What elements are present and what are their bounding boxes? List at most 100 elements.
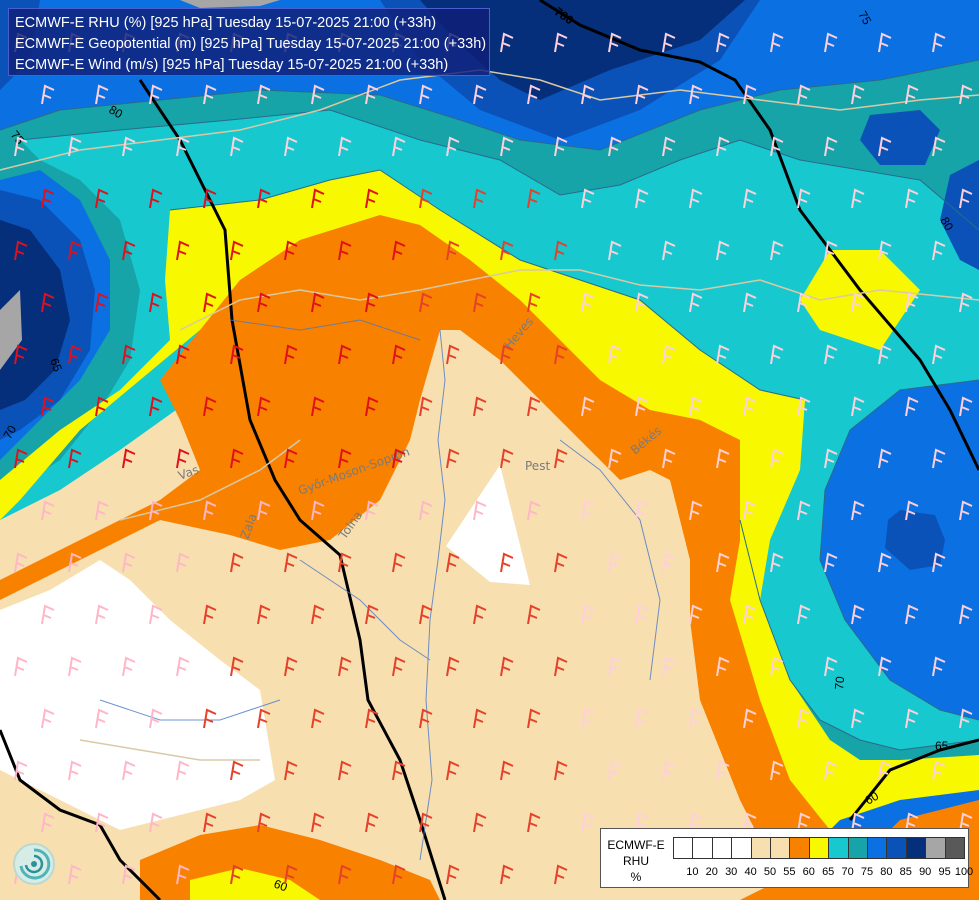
- wind-barb-icon: [419, 812, 433, 833]
- wind-barb-icon: [284, 344, 298, 365]
- legend-tick-label: 80: [880, 866, 893, 878]
- wind-barb-icon: [905, 812, 919, 833]
- wind-barb-icon: [230, 448, 244, 469]
- wind-barb-icon: [41, 84, 55, 105]
- wind-barb-icon: [122, 344, 136, 365]
- wind-barb-icon: [14, 656, 28, 677]
- wind-barb-icon: [797, 812, 811, 833]
- wind-barb-icon: [338, 344, 352, 365]
- wind-barb-icon: [311, 188, 325, 209]
- wind-barb-icon: [824, 656, 838, 677]
- wind-barb-icon: [230, 760, 244, 781]
- wind-barb-icon: [311, 396, 325, 417]
- wind-barb-icon: [338, 864, 352, 885]
- wind-barb-icon: [446, 448, 460, 469]
- wind-barb-icon: [311, 500, 325, 521]
- wind-barb-icon: [365, 396, 379, 417]
- wind-barb-icon: [527, 396, 541, 417]
- wind-barb-icon: [68, 552, 82, 573]
- wind-barb-icon: [959, 84, 973, 105]
- wind-barb-icon: [554, 864, 568, 885]
- legend-tick-label: 95: [938, 866, 951, 878]
- wind-barb-icon: [608, 656, 622, 677]
- legend-tick-label: 65: [822, 866, 835, 878]
- legend-swatch: [770, 837, 791, 859]
- contour-label-70-west: 70: [0, 423, 19, 442]
- wind-barb-icon: [716, 32, 730, 53]
- wind-barb-icon: [365, 500, 379, 521]
- contour-label-65-east: 65: [935, 739, 949, 753]
- wind-barb-icon: [14, 240, 28, 261]
- wind-barb-icon: [581, 500, 595, 521]
- wind-barb-icon: [905, 604, 919, 625]
- wind-barb-icon: [878, 344, 892, 365]
- wind-barb-icon: [716, 240, 730, 261]
- wind-barb-icon: [527, 188, 541, 209]
- legend-swatch: [867, 837, 888, 859]
- wind-barb-icon: [824, 32, 838, 53]
- wind-barb-icon: [446, 864, 460, 885]
- wind-barb-icon: [932, 552, 946, 573]
- wind-barbs: [14, 32, 973, 885]
- wind-barb-icon: [473, 708, 487, 729]
- wind-barb-icon: [176, 656, 190, 677]
- wind-barb-icon: [41, 604, 55, 625]
- wind-barb-icon: [662, 448, 676, 469]
- place-pest: Pest: [525, 459, 550, 473]
- wind-barb-icon: [203, 396, 217, 417]
- wind-barb-icon: [554, 656, 568, 677]
- wind-barb-icon: [905, 188, 919, 209]
- wind-barb-icon: [149, 500, 163, 521]
- rhu-band-midblue-east: [885, 510, 945, 570]
- wind-barb-icon: [662, 136, 676, 157]
- wind-barb-icon: [662, 656, 676, 677]
- wind-barb-icon: [824, 136, 838, 157]
- wind-barb-icon: [257, 292, 271, 313]
- wind-barb-icon: [41, 292, 55, 313]
- wind-barb-icon: [122, 552, 136, 573]
- wind-barb-icon: [635, 292, 649, 313]
- wind-barb-icon: [203, 188, 217, 209]
- contour-label-65-west: 65: [47, 356, 65, 374]
- wind-barb-icon: [284, 136, 298, 157]
- wind-barb-icon: [473, 188, 487, 209]
- legend-tick-label: 90: [919, 866, 932, 878]
- wind-barb-icon: [635, 812, 649, 833]
- wind-barb-icon: [122, 448, 136, 469]
- wind-barb-icon: [203, 292, 217, 313]
- wind-barb-icon: [365, 708, 379, 729]
- wind-barb-icon: [68, 760, 82, 781]
- wind-barb-icon: [203, 812, 217, 833]
- wind-barb-icon: [419, 604, 433, 625]
- wind-barb-icon: [203, 604, 217, 625]
- wind-barb-icon: [284, 656, 298, 677]
- wind-barb-icon: [419, 708, 433, 729]
- wind-barb-icon: [770, 240, 784, 261]
- wind-barb-icon: [878, 136, 892, 157]
- legend-swatch: [905, 837, 927, 859]
- wind-barb-icon: [824, 552, 838, 573]
- wind-barb-icon: [149, 396, 163, 417]
- wind-barb-icon: [851, 708, 865, 729]
- wind-barb-icon: [95, 84, 109, 105]
- wind-barb-icon: [500, 656, 514, 677]
- wind-barb-icon: [878, 448, 892, 469]
- wind-barb-icon: [851, 188, 865, 209]
- legend-tick-label: 20: [705, 866, 718, 878]
- wind-barb-icon: [581, 396, 595, 417]
- wind-barb-icon: [608, 240, 622, 261]
- wind-barb-icon: [392, 656, 406, 677]
- wind-barb-icon: [203, 708, 217, 729]
- wind-barb-icon: [932, 448, 946, 469]
- wind-barb-icon: [689, 812, 703, 833]
- wind-barb-icon: [554, 32, 568, 53]
- wind-barb-icon: [230, 864, 244, 885]
- place-vas: Vas: [176, 463, 200, 483]
- wind-barb-icon: [959, 708, 973, 729]
- wind-barb-icon: [797, 604, 811, 625]
- wind-barb-icon: [851, 812, 865, 833]
- wind-barb-icon: [446, 344, 460, 365]
- wind-barb-icon: [797, 188, 811, 209]
- wind-barb-icon: [230, 136, 244, 157]
